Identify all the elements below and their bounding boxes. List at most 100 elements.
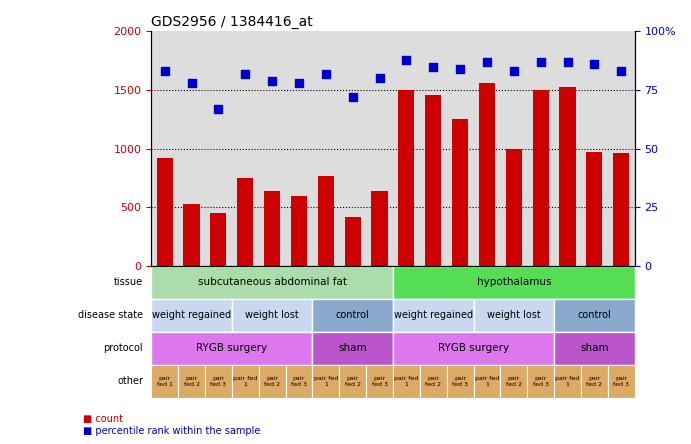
- Point: [213, 105, 224, 112]
- Bar: [345, 217, 361, 266]
- Point: [401, 56, 412, 63]
- FancyBboxPatch shape: [151, 266, 393, 299]
- FancyBboxPatch shape: [231, 299, 312, 332]
- Text: pair
fed 2: pair fed 2: [184, 376, 200, 387]
- Text: weight regained: weight regained: [394, 310, 473, 321]
- Text: pair fed
1: pair fed 1: [556, 376, 580, 387]
- Bar: [157, 158, 173, 266]
- Bar: [318, 176, 334, 266]
- Text: protocol: protocol: [104, 344, 143, 353]
- FancyBboxPatch shape: [366, 365, 393, 398]
- Point: [240, 70, 251, 77]
- Bar: [479, 83, 495, 266]
- Text: pair fed
1: pair fed 1: [475, 376, 499, 387]
- FancyBboxPatch shape: [151, 365, 178, 398]
- FancyBboxPatch shape: [581, 365, 608, 398]
- Text: pair fed
1: pair fed 1: [395, 376, 419, 387]
- FancyBboxPatch shape: [554, 299, 634, 332]
- FancyBboxPatch shape: [178, 365, 205, 398]
- FancyBboxPatch shape: [393, 365, 420, 398]
- FancyBboxPatch shape: [339, 365, 366, 398]
- Text: other: other: [117, 377, 143, 386]
- Bar: [425, 95, 442, 266]
- Text: sham: sham: [580, 344, 609, 353]
- Point: [562, 58, 573, 65]
- Text: hypothalamus: hypothalamus: [477, 278, 551, 287]
- FancyBboxPatch shape: [608, 365, 634, 398]
- Text: pair
fed 3: pair fed 3: [210, 376, 227, 387]
- Point: [186, 79, 197, 87]
- Text: pair
fed 3: pair fed 3: [452, 376, 468, 387]
- Bar: [398, 90, 415, 266]
- FancyBboxPatch shape: [446, 365, 473, 398]
- Text: control: control: [336, 310, 370, 321]
- FancyBboxPatch shape: [473, 299, 554, 332]
- Text: pair fed
1: pair fed 1: [233, 376, 257, 387]
- Text: weight lost: weight lost: [487, 310, 540, 321]
- Text: sham: sham: [339, 344, 367, 353]
- Text: disease state: disease state: [78, 310, 143, 321]
- Text: pair
fed 3: pair fed 3: [291, 376, 307, 387]
- Text: tissue: tissue: [114, 278, 143, 287]
- Point: [535, 58, 546, 65]
- Bar: [533, 90, 549, 266]
- Bar: [210, 213, 227, 266]
- FancyBboxPatch shape: [151, 332, 312, 365]
- Text: pair
fed 3: pair fed 3: [613, 376, 630, 387]
- Bar: [506, 149, 522, 266]
- Text: weight lost: weight lost: [245, 310, 299, 321]
- FancyBboxPatch shape: [393, 332, 554, 365]
- Text: pair
fed 1: pair fed 1: [157, 376, 173, 387]
- Point: [616, 68, 627, 75]
- Bar: [291, 196, 307, 266]
- FancyBboxPatch shape: [312, 365, 339, 398]
- Text: ■ percentile rank within the sample: ■ percentile rank within the sample: [83, 426, 261, 436]
- Point: [509, 68, 520, 75]
- Text: ■ count: ■ count: [83, 414, 123, 424]
- FancyBboxPatch shape: [500, 365, 527, 398]
- FancyBboxPatch shape: [554, 365, 581, 398]
- FancyBboxPatch shape: [312, 299, 393, 332]
- FancyBboxPatch shape: [473, 365, 500, 398]
- Bar: [452, 119, 468, 266]
- Text: GDS2956 / 1384416_at: GDS2956 / 1384416_at: [151, 15, 313, 29]
- Bar: [184, 204, 200, 266]
- Text: weight regained: weight regained: [152, 310, 231, 321]
- Text: pair
fed 2: pair fed 2: [587, 376, 603, 387]
- Point: [428, 63, 439, 70]
- Text: pair
fed 2: pair fed 2: [425, 376, 442, 387]
- Bar: [264, 191, 280, 266]
- Text: pair
fed 2: pair fed 2: [345, 376, 361, 387]
- FancyBboxPatch shape: [393, 266, 634, 299]
- Point: [294, 79, 305, 87]
- Point: [455, 65, 466, 72]
- Text: control: control: [578, 310, 612, 321]
- Point: [482, 58, 493, 65]
- FancyBboxPatch shape: [393, 299, 473, 332]
- Text: RYGB surgery: RYGB surgery: [196, 344, 267, 353]
- Bar: [560, 87, 576, 266]
- Point: [589, 61, 600, 68]
- FancyBboxPatch shape: [312, 332, 393, 365]
- FancyBboxPatch shape: [151, 299, 231, 332]
- Text: pair
fed 3: pair fed 3: [533, 376, 549, 387]
- FancyBboxPatch shape: [554, 332, 634, 365]
- Text: pair
fed 2: pair fed 2: [264, 376, 280, 387]
- Point: [347, 94, 358, 101]
- Text: pair
fed 3: pair fed 3: [372, 376, 388, 387]
- Text: pair
fed 2: pair fed 2: [506, 376, 522, 387]
- Bar: [237, 178, 254, 266]
- FancyBboxPatch shape: [420, 365, 446, 398]
- Point: [267, 77, 278, 84]
- FancyBboxPatch shape: [285, 365, 312, 398]
- Bar: [613, 153, 630, 266]
- Bar: [372, 191, 388, 266]
- FancyBboxPatch shape: [231, 365, 258, 398]
- Bar: [586, 152, 603, 266]
- FancyBboxPatch shape: [527, 365, 554, 398]
- Point: [374, 75, 385, 82]
- FancyBboxPatch shape: [258, 365, 285, 398]
- Point: [320, 70, 331, 77]
- Text: subcutaneous abdominal fat: subcutaneous abdominal fat: [198, 278, 347, 287]
- Text: pair fed
1: pair fed 1: [314, 376, 338, 387]
